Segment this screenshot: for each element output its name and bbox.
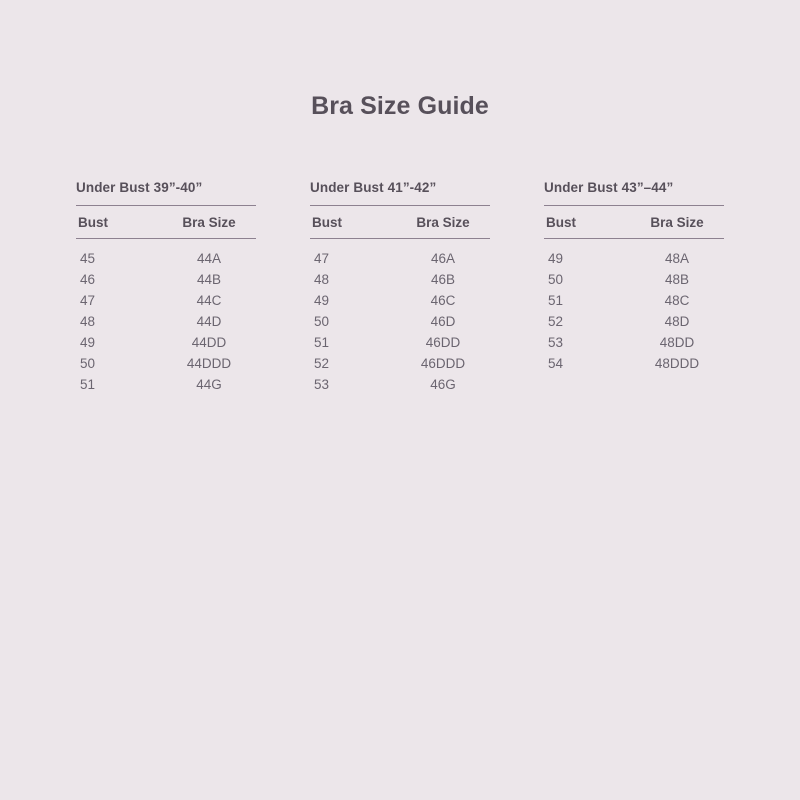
cell-bust: 53 bbox=[548, 335, 564, 351]
cell-bra-size: 44D bbox=[196, 314, 222, 330]
table-row: 51 44G bbox=[76, 374, 256, 395]
page-title: Bra Size Guide bbox=[311, 92, 489, 120]
column-header-bra-size: Bra Size bbox=[182, 215, 236, 231]
cell-bust: 51 bbox=[548, 293, 564, 309]
cell-bust: 50 bbox=[548, 272, 564, 288]
cell-bra-size: 44DDD bbox=[186, 356, 232, 372]
table-heading: Under Bust 41”-42” bbox=[310, 180, 437, 195]
table-row: 52 48D bbox=[544, 311, 724, 332]
table-row: 49 46C bbox=[310, 290, 490, 311]
cell-bust: 52 bbox=[314, 356, 330, 372]
cell-bust: 49 bbox=[80, 335, 96, 351]
size-tables-container: Under Bust 39”-40” Bust Bra Size 45 44A … bbox=[76, 180, 724, 395]
table-body: 47 46A 48 46B 49 46C 50 46D 51 46DD bbox=[310, 239, 490, 395]
column-header-divider bbox=[76, 238, 256, 240]
cell-bust: 50 bbox=[314, 314, 330, 330]
table-row: 51 48C bbox=[544, 290, 724, 311]
table-column-headers: Bust Bra Size bbox=[544, 206, 724, 238]
table-body: 45 44A 46 44B 47 44C 48 44D 49 44DD bbox=[76, 239, 256, 395]
table-row: 51 46DD bbox=[310, 332, 490, 353]
cell-bust: 47 bbox=[80, 293, 96, 309]
cell-bust: 47 bbox=[314, 251, 330, 267]
column-header-divider bbox=[310, 238, 490, 240]
column-header-bra-size: Bra Size bbox=[416, 215, 470, 231]
cell-bra-size: 46A bbox=[430, 251, 456, 267]
cell-bra-size: 48D bbox=[664, 314, 690, 330]
cell-bra-size: 44B bbox=[196, 272, 222, 288]
table-row: 45 44A bbox=[76, 248, 256, 269]
cell-bust: 50 bbox=[80, 356, 96, 372]
table-column-headers: Bust Bra Size bbox=[310, 206, 490, 238]
column-header-divider bbox=[544, 238, 724, 240]
cell-bra-size: 48B bbox=[664, 272, 690, 288]
column-header-bust: Bust bbox=[312, 215, 342, 231]
table-row: 47 44C bbox=[76, 290, 256, 311]
cell-bra-size: 46D bbox=[430, 314, 456, 330]
table-row: 49 48A bbox=[544, 248, 724, 269]
cell-bra-size: 46DD bbox=[425, 335, 461, 351]
cell-bra-size: 46C bbox=[430, 293, 456, 309]
cell-bust: 46 bbox=[80, 272, 96, 288]
cell-bra-size: 48C bbox=[664, 293, 690, 309]
size-table-under-bust-43-44: Under Bust 43”–44” Bust Bra Size 49 48A … bbox=[544, 180, 724, 374]
cell-bust: 48 bbox=[80, 314, 96, 330]
table-row: 50 46D bbox=[310, 311, 490, 332]
table-row: 50 44DDD bbox=[76, 353, 256, 374]
cell-bra-size: 48DDD bbox=[654, 356, 700, 372]
table-heading: Under Bust 39”-40” bbox=[76, 180, 203, 195]
cell-bra-size: 48A bbox=[664, 251, 690, 267]
cell-bra-size: 44DD bbox=[191, 335, 227, 351]
heading-divider bbox=[76, 205, 256, 207]
table-row: 50 48B bbox=[544, 269, 724, 290]
cell-bra-size: 46B bbox=[430, 272, 456, 288]
cell-bust: 49 bbox=[548, 251, 564, 267]
cell-bra-size: 44G bbox=[196, 377, 222, 393]
table-row: 47 46A bbox=[310, 248, 490, 269]
table-row: 53 46G bbox=[310, 374, 490, 395]
cell-bra-size: 48DD bbox=[659, 335, 695, 351]
table-row: 48 44D bbox=[76, 311, 256, 332]
column-header-bust: Bust bbox=[546, 215, 576, 231]
table-row: 54 48DDD bbox=[544, 353, 724, 374]
heading-divider bbox=[310, 205, 490, 207]
cell-bust: 49 bbox=[314, 293, 330, 309]
cell-bra-size: 44A bbox=[196, 251, 222, 267]
table-heading: Under Bust 43”–44” bbox=[544, 180, 674, 195]
heading-divider bbox=[544, 205, 724, 207]
table-row: 48 46B bbox=[310, 269, 490, 290]
table-column-headers: Bust Bra Size bbox=[76, 206, 256, 238]
size-table-under-bust-41-42: Under Bust 41”-42” Bust Bra Size 47 46A … bbox=[310, 180, 490, 395]
size-table-under-bust-39-40: Under Bust 39”-40” Bust Bra Size 45 44A … bbox=[76, 180, 256, 395]
table-body: 49 48A 50 48B 51 48C 52 48D 53 48DD bbox=[544, 239, 724, 374]
cell-bra-size: 46DDD bbox=[420, 356, 466, 372]
table-row: 46 44B bbox=[76, 269, 256, 290]
table-row: 49 44DD bbox=[76, 332, 256, 353]
cell-bra-size: 44C bbox=[196, 293, 222, 309]
column-header-bra-size: Bra Size bbox=[650, 215, 704, 231]
table-row: 52 46DDD bbox=[310, 353, 490, 374]
table-row: 53 48DD bbox=[544, 332, 724, 353]
cell-bust: 51 bbox=[80, 377, 96, 393]
cell-bra-size: 46G bbox=[430, 377, 456, 393]
cell-bust: 54 bbox=[548, 356, 564, 372]
cell-bust: 51 bbox=[314, 335, 330, 351]
cell-bust: 48 bbox=[314, 272, 330, 288]
cell-bust: 53 bbox=[314, 377, 330, 393]
cell-bust: 45 bbox=[80, 251, 96, 267]
column-header-bust: Bust bbox=[78, 215, 108, 231]
cell-bust: 52 bbox=[548, 314, 564, 330]
